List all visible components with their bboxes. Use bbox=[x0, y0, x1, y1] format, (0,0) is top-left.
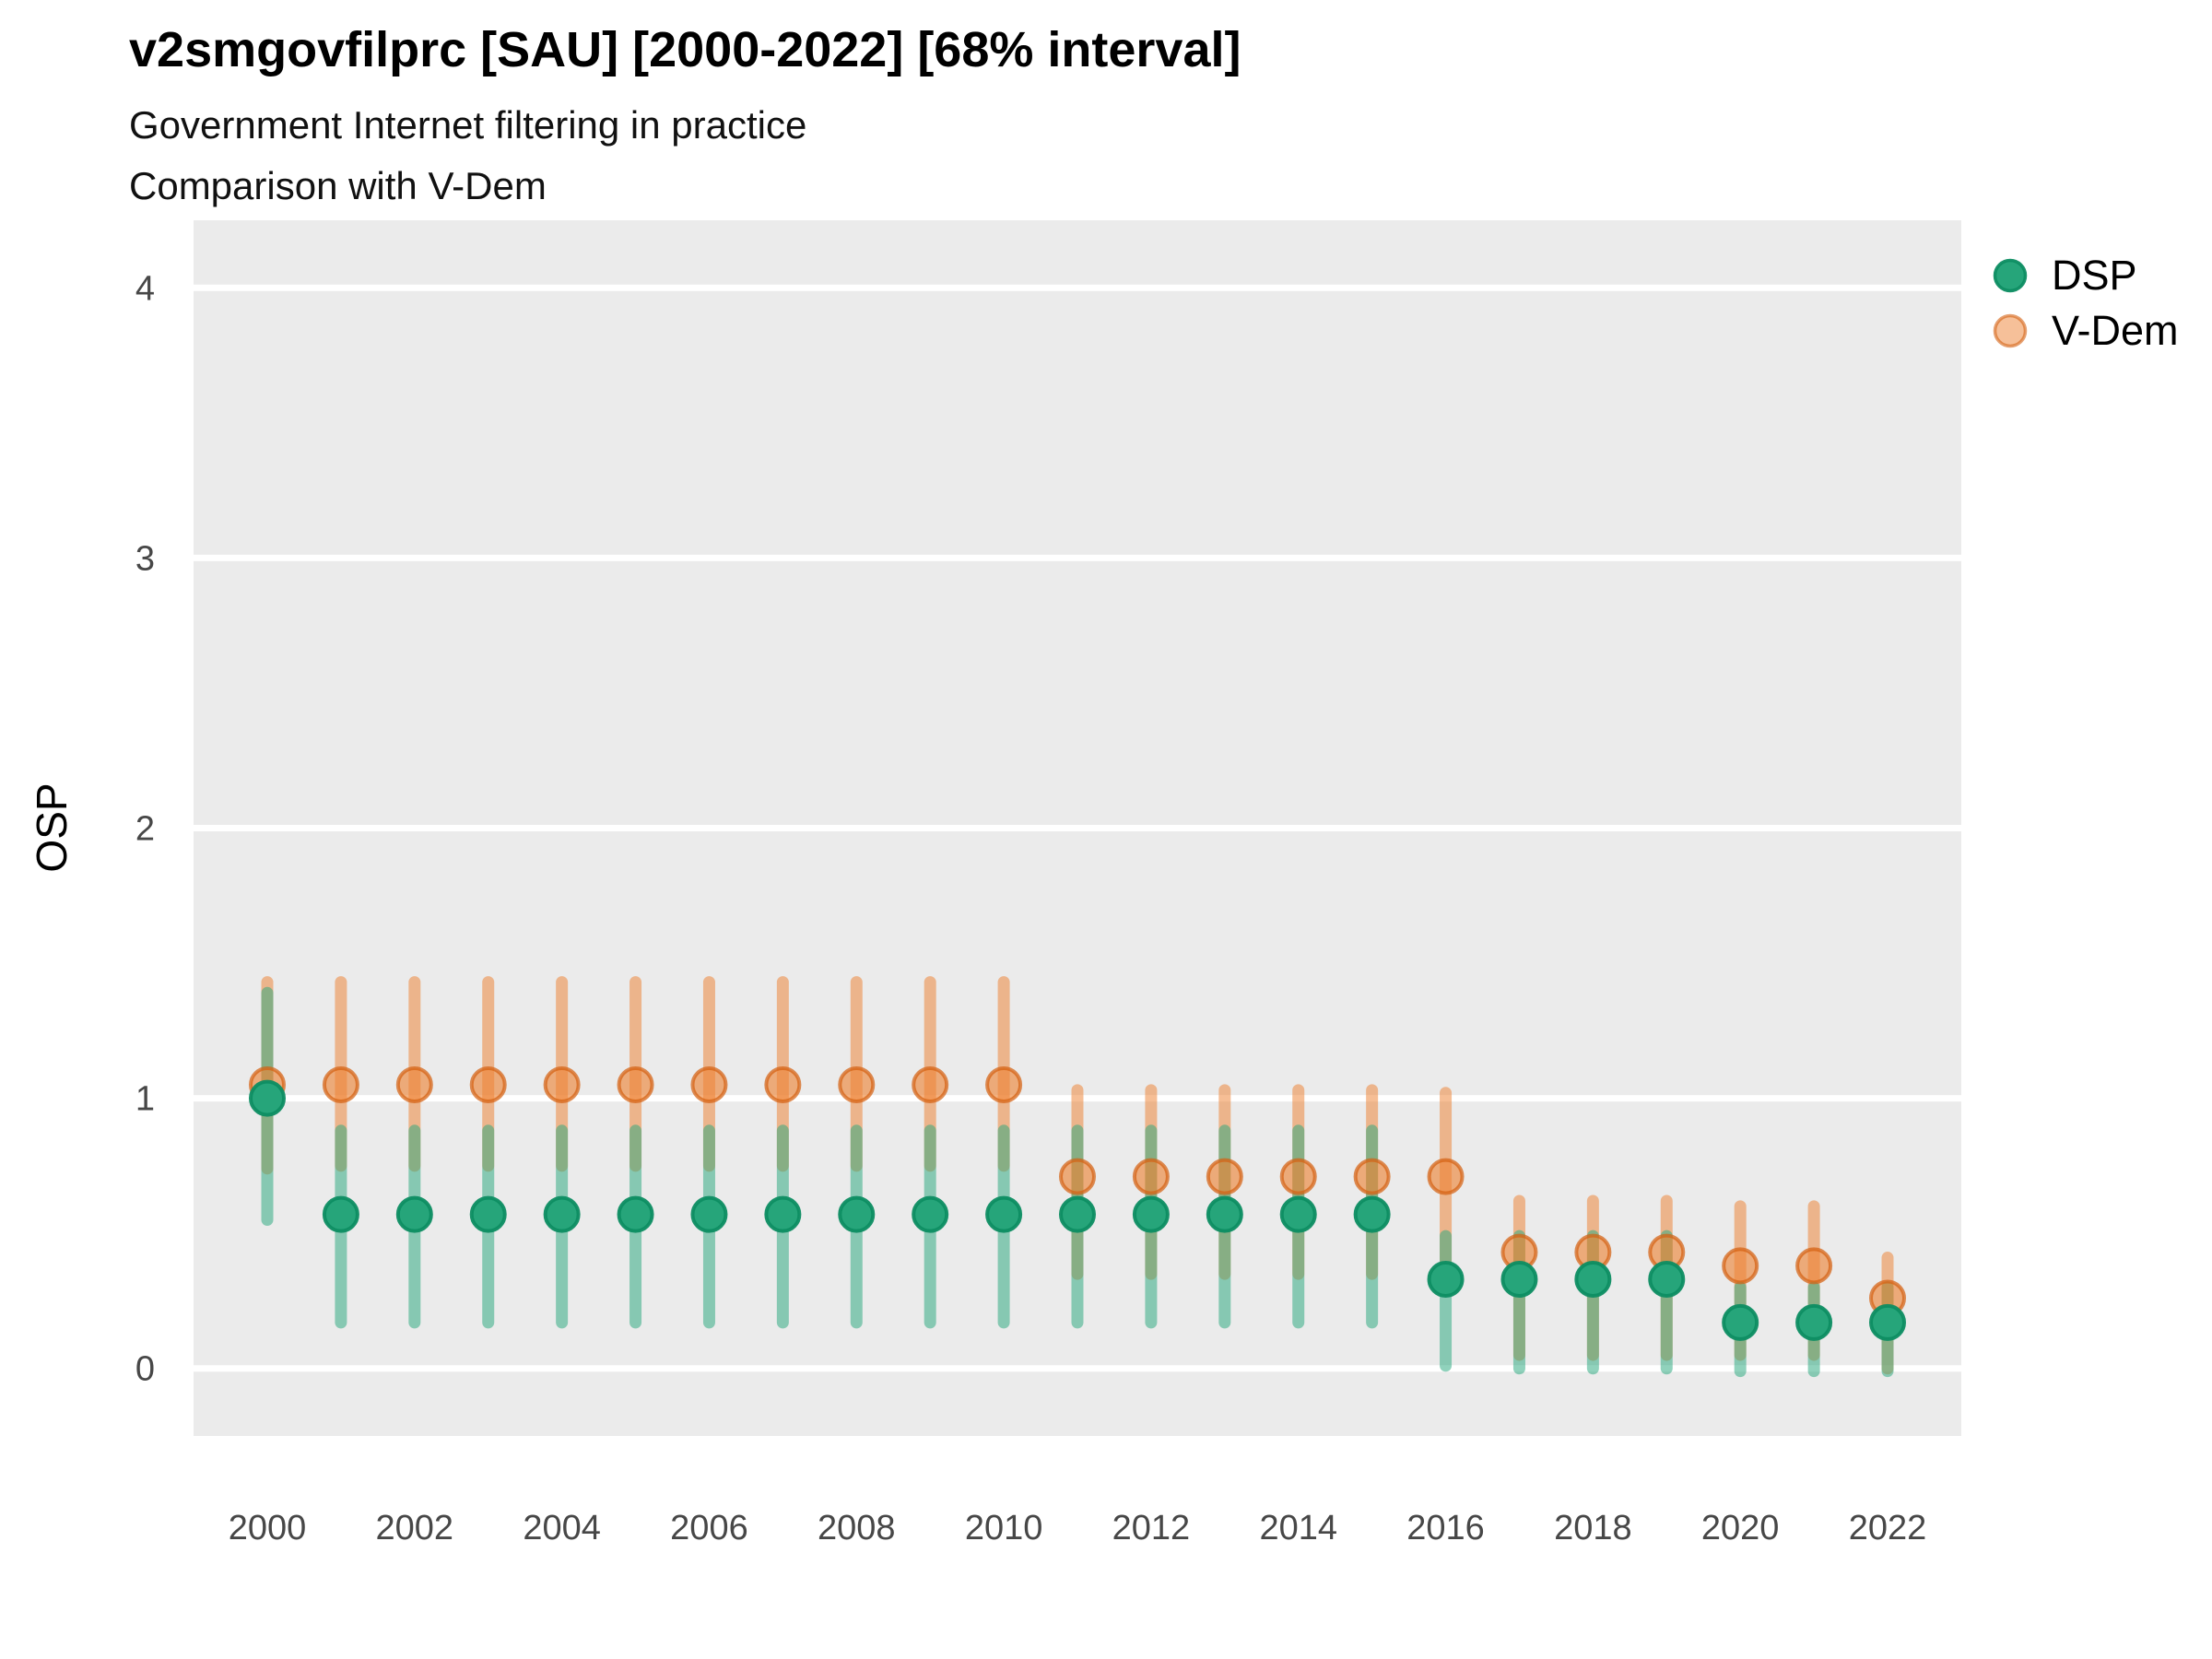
y-tick-label-1: 1 bbox=[135, 1080, 155, 1119]
x-tick-label-2018: 2018 bbox=[1554, 1509, 1632, 1547]
x-tick-label-2020: 2020 bbox=[1701, 1509, 1780, 1547]
point-vdem-2020 bbox=[1722, 1247, 1759, 1285]
y-tick-label-4: 4 bbox=[135, 269, 155, 308]
point-dsp-2011 bbox=[1059, 1195, 1096, 1233]
point-dsp-2017 bbox=[1500, 1260, 1538, 1298]
point-vdem-2007 bbox=[764, 1065, 802, 1103]
point-dsp-2010 bbox=[985, 1195, 1023, 1233]
point-dsp-2014 bbox=[1279, 1195, 1317, 1233]
point-dsp-2015 bbox=[1353, 1195, 1391, 1233]
point-vdem-2014 bbox=[1279, 1158, 1317, 1195]
x-tick-label-2012: 2012 bbox=[1112, 1509, 1191, 1547]
x-tick-label-2010: 2010 bbox=[965, 1509, 1043, 1547]
point-dsp-2008 bbox=[838, 1195, 876, 1233]
x-tick-label-2008: 2008 bbox=[818, 1509, 896, 1547]
point-vdem-2021 bbox=[1795, 1247, 1833, 1285]
point-vdem-2005 bbox=[617, 1065, 654, 1103]
point-dsp-2009 bbox=[912, 1195, 949, 1233]
y-tick-label-0: 0 bbox=[135, 1350, 155, 1389]
legend-dsp-dot-icon bbox=[1993, 258, 2028, 293]
legend-vdem-label: V-Dem bbox=[2052, 307, 2179, 354]
point-vdem-2001 bbox=[322, 1065, 359, 1103]
point-vdem-2008 bbox=[838, 1065, 876, 1103]
point-vdem-2012 bbox=[1132, 1158, 1170, 1195]
x-tick-label-2000: 2000 bbox=[229, 1509, 307, 1547]
point-dsp-2019 bbox=[1648, 1260, 1686, 1298]
x-tick-label-2002: 2002 bbox=[376, 1509, 454, 1547]
legend-dsp-label: DSP bbox=[2052, 252, 2137, 299]
point-dsp-2001 bbox=[322, 1195, 359, 1233]
point-vdem-2002 bbox=[395, 1065, 433, 1103]
x-tick-label-2004: 2004 bbox=[523, 1509, 601, 1547]
point-dsp-2020 bbox=[1722, 1303, 1759, 1341]
point-dsp-2006 bbox=[690, 1195, 728, 1233]
x-tick-label-2014: 2014 bbox=[1259, 1509, 1337, 1547]
point-dsp-2007 bbox=[764, 1195, 802, 1233]
x-tick-label-2016: 2016 bbox=[1406, 1509, 1485, 1547]
y-tick-label-2: 2 bbox=[135, 810, 155, 849]
point-vdem-2006 bbox=[690, 1065, 728, 1103]
point-dsp-2002 bbox=[395, 1195, 433, 1233]
point-dsp-2012 bbox=[1132, 1195, 1170, 1233]
point-dsp-2013 bbox=[1206, 1195, 1243, 1233]
point-dsp-2005 bbox=[617, 1195, 654, 1233]
point-dsp-2000 bbox=[249, 1079, 286, 1117]
legend-vdem-dot-icon bbox=[1993, 313, 2028, 348]
point-dsp-2018 bbox=[1574, 1260, 1612, 1298]
y-axis-title: OSP bbox=[28, 782, 76, 872]
point-dsp-2004 bbox=[543, 1195, 581, 1233]
point-vdem-2004 bbox=[543, 1065, 581, 1103]
point-dsp-2003 bbox=[469, 1195, 507, 1233]
legend: DSP V-Dem bbox=[1993, 252, 2179, 354]
chart-subtitle-2: Comparison with V-Dem bbox=[129, 164, 547, 207]
axis-tick-labels-group: 0 1 2 3 4 2000 2002 2004 2006 2008 2010 2012 2014 201… bbox=[135, 269, 1926, 1547]
x-tick-label-2022: 2022 bbox=[1849, 1509, 1927, 1547]
y-tick-label-3: 3 bbox=[135, 539, 155, 578]
point-vdem-2009 bbox=[912, 1065, 949, 1103]
point-vdem-2016 bbox=[1427, 1158, 1465, 1195]
point-vdem-2013 bbox=[1206, 1158, 1243, 1195]
point-vdem-2015 bbox=[1353, 1158, 1391, 1195]
data-marks-group bbox=[249, 976, 1906, 1378]
chart-title: v2smgovfilprc [SAU] [2000-2022] [68% int… bbox=[129, 22, 1241, 77]
x-tick-label-2006: 2006 bbox=[670, 1509, 748, 1547]
point-vdem-2003 bbox=[469, 1065, 507, 1103]
point-vdem-2011 bbox=[1059, 1158, 1096, 1195]
point-dsp-2016 bbox=[1427, 1260, 1465, 1298]
chart-subtitle: Government Internet filtering in practic… bbox=[129, 103, 806, 147]
point-dsp-2021 bbox=[1795, 1303, 1833, 1341]
point-dsp-2022 bbox=[1869, 1303, 1906, 1341]
point-vdem-2010 bbox=[985, 1065, 1023, 1103]
